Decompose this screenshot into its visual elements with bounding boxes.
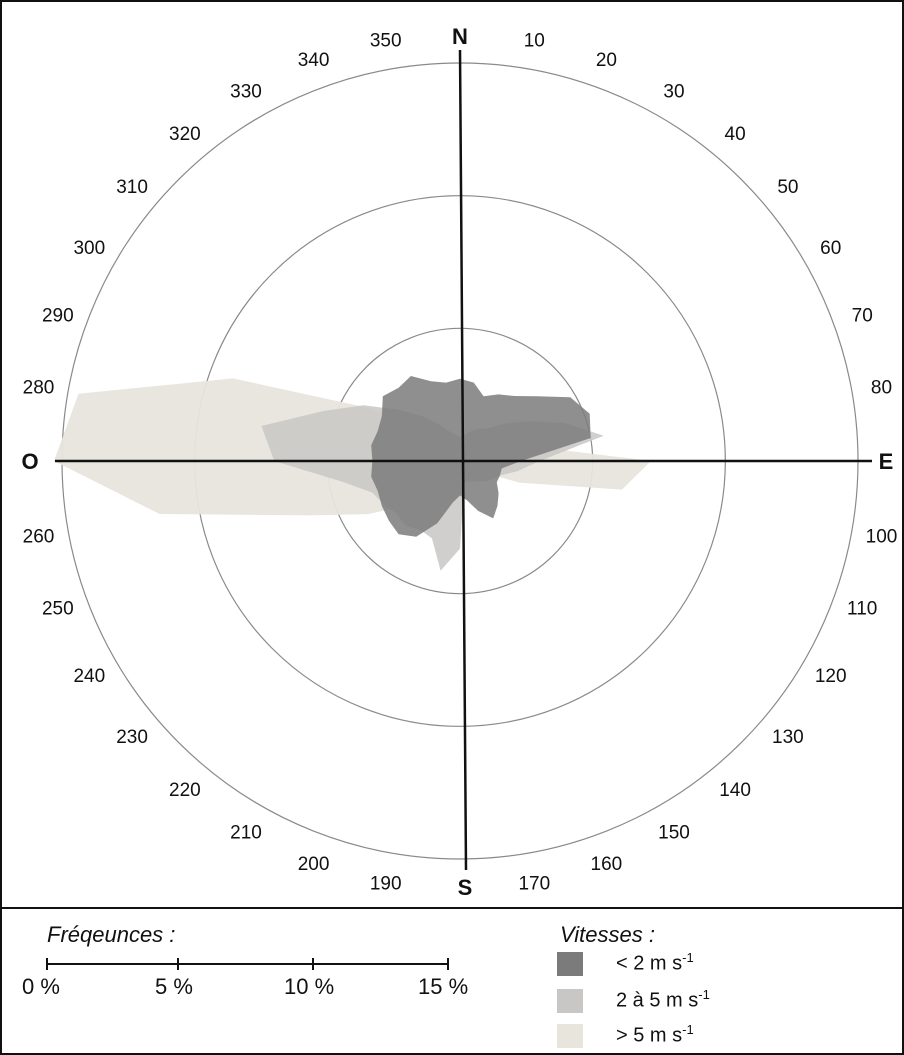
speed-label-mid-text: 2 à 5 m s <box>616 989 699 1012</box>
bearing-label-140: 140 <box>719 780 751 801</box>
bearing-label-330: 330 <box>230 81 262 102</box>
scale-label-0: 0 % <box>22 974 60 999</box>
bearing-label-230: 230 <box>116 727 148 748</box>
bearing-label-310: 310 <box>116 177 148 198</box>
speeds-title: Vitesses : <box>560 922 655 947</box>
bearing-label-20: 20 <box>596 50 617 71</box>
cardinal-north: N <box>452 24 468 49</box>
bearing-label-210: 210 <box>230 823 262 844</box>
bearing-label-110: 110 <box>847 598 877 619</box>
bearing-label-190: 190 <box>370 874 402 895</box>
speed-swatch-mid <box>557 989 583 1013</box>
speed-label-high: > 5 m s-1 <box>616 1022 694 1048</box>
bearing-label-250: 250 <box>42 598 74 619</box>
bearing-label-220: 220 <box>169 780 201 801</box>
speed-label-high-text: > 5 m s <box>616 1024 683 1047</box>
cardinal-west: O <box>21 449 38 474</box>
bearing-label-300: 300 <box>73 238 105 259</box>
bearing-label-240: 240 <box>73 666 105 687</box>
speed-swatch-low <box>557 952 583 976</box>
speed-label-high-sup: -1 <box>682 1022 694 1037</box>
bearing-label-260: 260 <box>23 526 55 547</box>
bearing-label-50: 50 <box>777 177 798 198</box>
speed-label-low-sup: -1 <box>682 950 694 965</box>
bearing-label-160: 160 <box>591 854 623 875</box>
speed-label-low-text: < 2 m s <box>616 952 683 975</box>
bearing-labels: 10 20 30 40 50 60 70 80 100 110 120 130 140 150 160 170… <box>23 31 898 895</box>
cardinal-south: S <box>458 875 473 900</box>
speed-label-mid: 2 à 5 m s-1 <box>616 987 710 1013</box>
scale-label-10: 10 % <box>284 974 335 999</box>
cardinal-east: E <box>879 449 894 474</box>
bearing-label-320: 320 <box>169 124 201 145</box>
bearing-label-60: 60 <box>820 238 841 259</box>
scale-label-5: 5 % <box>155 974 193 999</box>
bearing-label-340: 340 <box>298 50 330 71</box>
speed-label-mid-sup: -1 <box>698 987 710 1002</box>
bearing-label-70: 70 <box>852 306 873 327</box>
bearing-label-10: 10 <box>524 31 545 52</box>
cardinal-axes <box>55 49 872 871</box>
scale-label-15: 15 % <box>418 974 469 999</box>
bearing-label-280: 280 <box>23 378 55 399</box>
speed-swatch-high <box>557 1024 583 1048</box>
bearing-label-170: 170 <box>518 874 550 895</box>
speed-label-low: < 2 m s-1 <box>616 950 694 976</box>
bearing-label-80: 80 <box>871 378 892 399</box>
bearing-label-200: 200 <box>298 854 330 875</box>
bearing-label-150: 150 <box>658 823 690 844</box>
bearing-label-290: 290 <box>42 306 74 327</box>
frequency-scale <box>46 958 449 970</box>
cardinal-labels: N E S O <box>21 24 893 900</box>
wind-petals <box>54 376 651 571</box>
bearing-label-30: 30 <box>663 81 684 102</box>
bearing-label-130: 130 <box>772 727 804 748</box>
frequencies-title: Fréqeunces : <box>47 922 176 947</box>
petal-series-2 <box>371 376 591 537</box>
bearing-label-120: 120 <box>815 666 847 687</box>
bearing-label-40: 40 <box>725 124 746 145</box>
bearing-label-350: 350 <box>370 31 402 52</box>
bearing-label-100: 100 <box>866 526 898 547</box>
